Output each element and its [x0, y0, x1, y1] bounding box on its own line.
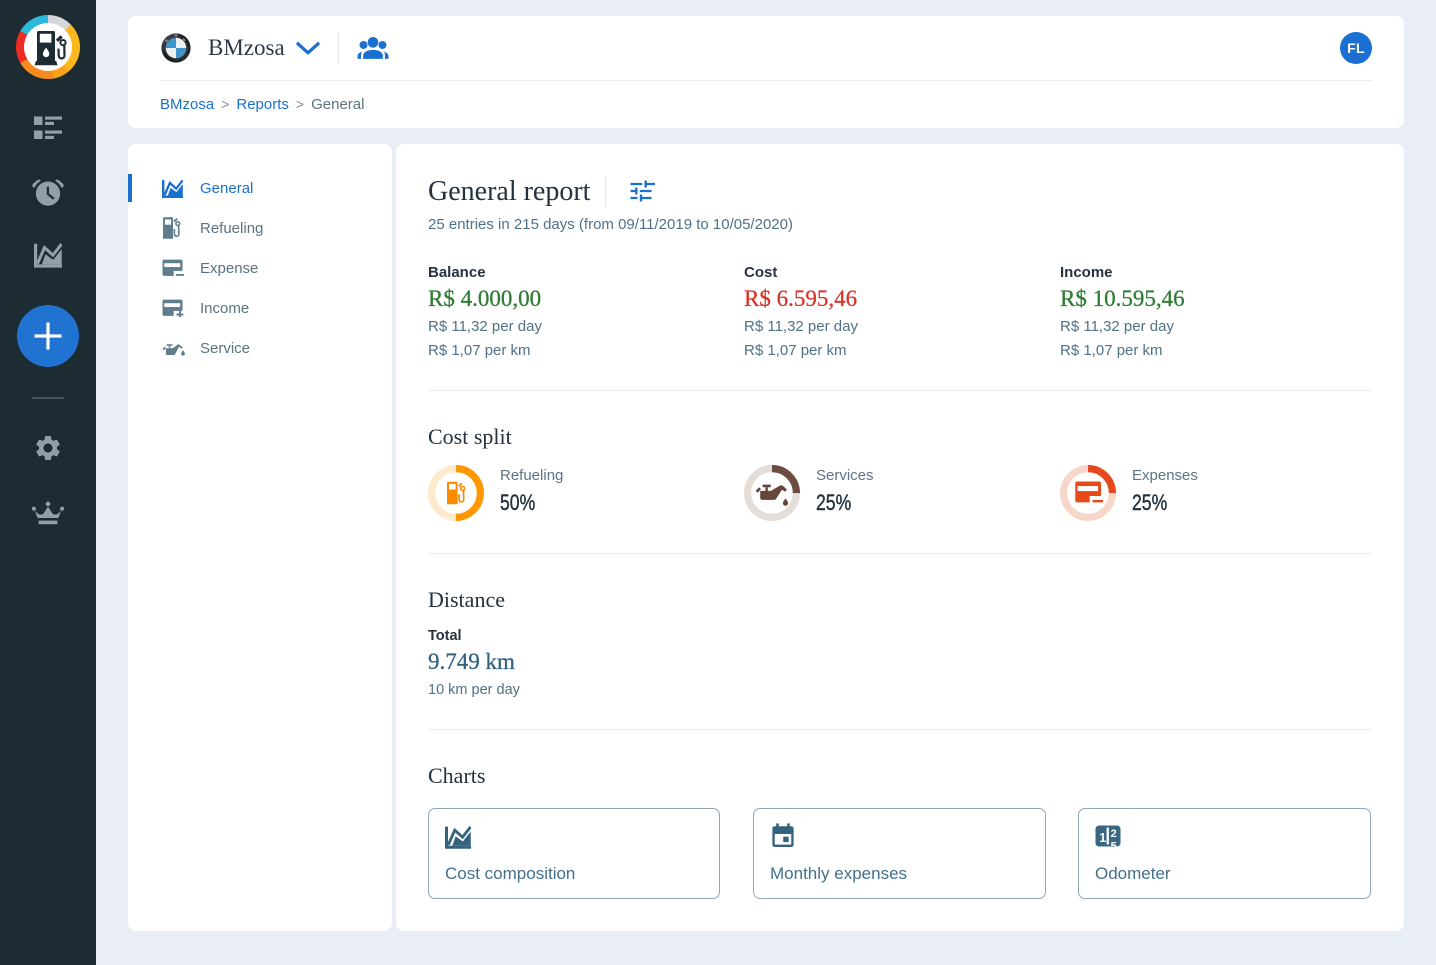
svg-text:2: 2: [1111, 828, 1117, 840]
svg-text:W: W: [181, 37, 187, 43]
svg-text:M: M: [175, 33, 178, 37]
svg-text:1: 1: [1099, 831, 1106, 845]
svg-text:5: 5: [1111, 841, 1117, 847]
svg-text:B: B: [164, 38, 169, 43]
